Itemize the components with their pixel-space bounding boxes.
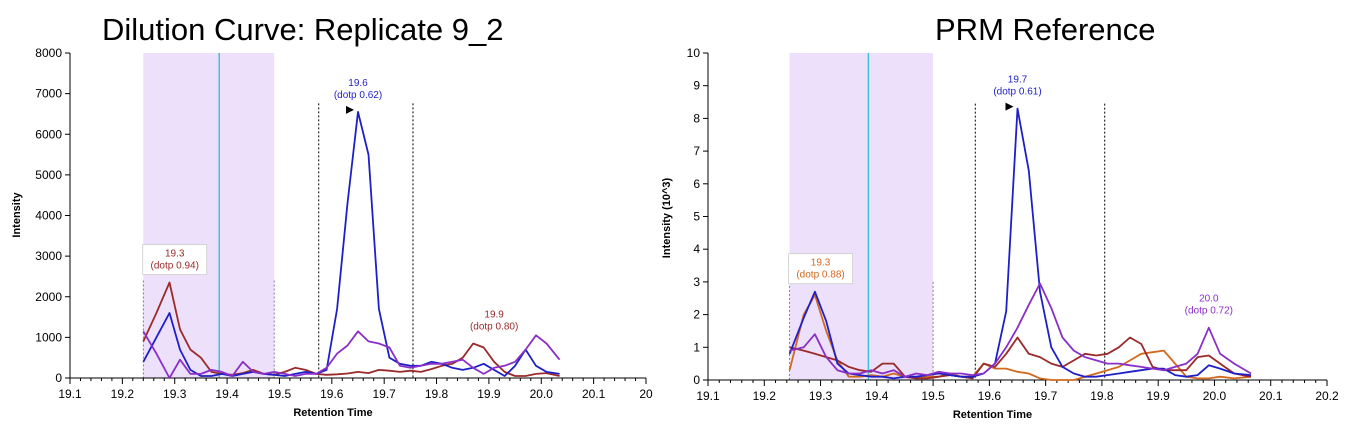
chart-title: PRM Reference: [935, 12, 1156, 47]
prm-reference-chart: 0 1 2 3 4 5 6 7 8 9 10 19.1 19.2 19.3 19.4 19.5 19.6 19.7…: [661, 46, 1339, 421]
x-tick-label: 19.7: [1034, 389, 1058, 403]
x-tick-label: 19.5: [268, 387, 292, 401]
y-axis-label: Intensity: [11, 192, 23, 238]
y-tick-label: 3: [693, 275, 700, 289]
x-tick-label: 19.2: [753, 389, 777, 403]
y-tick-label: 2: [693, 308, 700, 322]
x-tick-label: 20.1: [582, 387, 606, 401]
x-tick-label: 19.1: [58, 387, 82, 401]
x-tick-label: 19.6: [320, 387, 344, 401]
y-tick-label: 2000: [35, 290, 62, 304]
y-tick-label: 1: [693, 340, 700, 354]
peak-label: 19.3: [165, 249, 185, 260]
x-tick-label: 19.4: [215, 387, 239, 401]
x-tick-label: 20: [639, 387, 653, 401]
prm-reference-panel: PRM Reference 0 1 2 3 4 5 6 7 8 9 10 19.1 19.2 19.3 19…: [660, 0, 1350, 435]
dotp-label: (dotp 0.61): [993, 87, 1041, 98]
dilution-curve-chart: 0 1000 2000 3000 4000 5000 6000 7000 8000 19.1 19.…: [11, 46, 653, 419]
shaded-region: [789, 53, 934, 380]
x-tick-label: 19.5: [921, 389, 945, 403]
dotp-label: (dotp 0.88): [796, 270, 844, 281]
x-tick-label: 19.1: [696, 389, 720, 403]
series-line: [142, 111, 560, 377]
x-tick-label: 19.4: [865, 389, 889, 403]
series-line: [142, 281, 560, 377]
x-tick-label: 20.0: [1203, 389, 1227, 403]
y-tick-label: 7000: [35, 87, 62, 101]
y-axis-label: Intensity (10^3): [661, 177, 673, 258]
x-tick-label: 19.3: [163, 387, 187, 401]
x-axis-label: Retention Time: [953, 409, 1032, 421]
series-line: [142, 330, 561, 379]
annotation-box: [788, 253, 853, 285]
dilution-curve-panel: Dilution Curve: Replicate 9_2 0 1000 2000 3…: [0, 0, 660, 435]
y-tick-label: 8: [693, 111, 700, 125]
series-line: [788, 107, 1252, 380]
dotp-label: (dotp 0.94): [151, 261, 199, 272]
y-tick-label: 1000: [35, 330, 62, 344]
y-tick-label: 5: [693, 210, 700, 224]
x-tick-label: 20.2: [1315, 389, 1339, 403]
peak-marker-icon: [346, 105, 354, 114]
dotp-label: (dotp 0.62): [334, 90, 382, 101]
x-tick-label: 19.8: [1090, 389, 1114, 403]
y-tick-label: 6: [693, 177, 700, 191]
x-tick-label: 19.9: [1147, 389, 1171, 403]
y-tick-label: 7: [693, 144, 700, 158]
y-tick-label: 10: [687, 46, 701, 60]
x-tick-label: 19.9: [477, 387, 501, 401]
x-tick-label: 20.1: [1259, 389, 1283, 403]
y-tick-label: 5000: [35, 168, 62, 182]
y-tick-label: 4000: [35, 209, 62, 223]
y-tick-label: 0: [693, 373, 700, 387]
peak-label: 20.0: [1199, 294, 1219, 305]
dotp-label: (dotp 0.80): [470, 321, 518, 332]
y-tick-label: 4: [693, 242, 700, 256]
series-line: [789, 282, 1252, 378]
y-tick-label: 0: [55, 371, 62, 385]
y-tick-label: 3000: [35, 249, 62, 263]
x-tick-label: 20.0: [530, 387, 554, 401]
peak-marker-icon: [1005, 102, 1014, 111]
chart-title: Dilution Curve: Replicate 9_2: [102, 12, 504, 47]
peak-label: 19.7: [1008, 75, 1028, 86]
y-tick-label: 6000: [35, 127, 62, 141]
y-tick-label: 9: [693, 79, 700, 93]
x-tick-label: 19.7: [373, 387, 397, 401]
peak-label: 19.6: [348, 78, 368, 89]
peak-label: 19.3: [811, 258, 831, 269]
x-tick-label: 19.6: [978, 389, 1002, 403]
x-tick-label: 19.2: [111, 387, 135, 401]
peak-label: 19.9: [484, 309, 504, 320]
x-tick-label: 19.8: [425, 387, 449, 401]
shaded-region: [143, 53, 275, 378]
dotp-label: (dotp 0.72): [1185, 306, 1233, 317]
annotation-box: [142, 244, 208, 275]
x-axis-label: Retention Time: [293, 407, 372, 419]
y-tick-label: 8000: [35, 46, 62, 60]
x-tick-label: 19.3: [809, 389, 833, 403]
